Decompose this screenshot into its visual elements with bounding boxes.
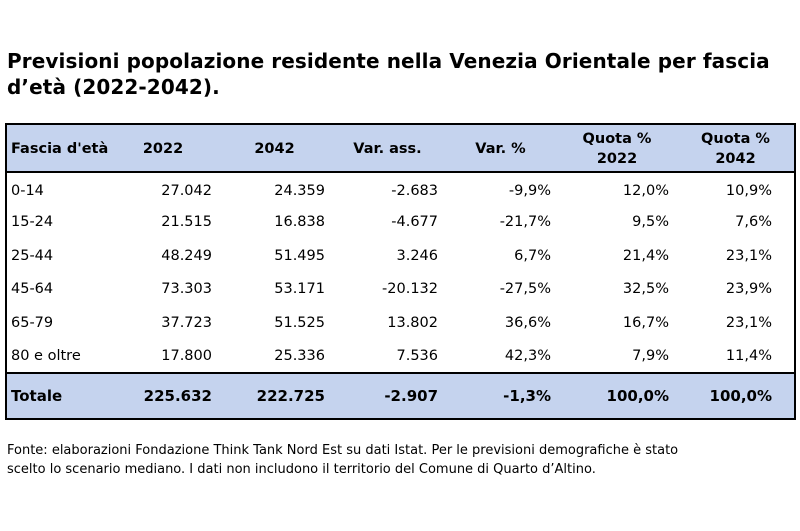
population-forecast-table: Fascia d'età 2022 2042 Var. ass. Var. % … [5,123,796,420]
source-note: Fonte: elaborazioni Fondazione Think Tan… [7,441,797,479]
header-pct-change: Var. % [475,141,526,157]
cell-2042: 51.525 [274,314,325,331]
table-header: Fascia d'età 2022 2042 Var. ass. Var. % … [6,124,795,172]
cell-age-group: 25-44 [11,247,54,264]
total-label: Totale [11,387,63,405]
cell-abs-change: 7.536 [396,347,438,364]
cell-age-group: 15-24 [11,214,54,231]
cell-2042: 53.171 [274,281,325,298]
total-2042: 222.725 [256,387,325,405]
cell-2042: 25.336 [274,347,325,364]
total-abs-change: -2.907 [384,387,438,405]
cell-share-2022: 7,9% [632,347,669,364]
cell-share-2042: 11,4% [725,347,772,364]
cell-abs-change: -20.132 [382,281,438,298]
cell-2042: 51.495 [274,247,325,264]
total-row: Totale 225.632 222.725 -2.907 -1,3% 100,… [6,373,795,419]
cell-age-group: 80 e oltre [11,347,81,364]
cell-share-2042: 7,6% [735,214,772,231]
cell-age-group: 0-14 [11,182,44,199]
cell-share-2042: 23,9% [725,281,772,298]
header-2022: 2022 [142,141,184,157]
total-share-2022: 100,0% [606,387,669,405]
cell-2022: 17.800 [161,347,212,364]
cell-abs-change: 13.802 [387,314,438,331]
cell-share-2022: 12,0% [622,182,669,199]
header-share-2042: Quota % 2042 [701,131,770,167]
header-abs-change: Var. ass. [353,141,422,157]
header-2042: 2042 [254,141,295,157]
cell-2022: 48.249 [161,247,212,264]
cell-share-2042: 10,9% [725,182,772,199]
cell-share-2022: 32,5% [622,281,669,298]
cell-2022: 73.303 [161,281,212,298]
cell-abs-change: 3.246 [396,247,438,264]
cell-2022: 27.042 [161,182,212,199]
cell-pct-change: 6,7% [514,247,551,264]
header-age-group: Fascia d'età [11,141,109,157]
header-row: Fascia d'età 2022 2042 Var. ass. Var. % … [6,124,795,172]
cell-pct-change: -21,7% [499,214,551,231]
cell-share-2022: 16,7% [622,314,669,331]
cell-share-2042: 23,1% [725,314,772,331]
cell-2042: 16.838 [274,214,325,231]
total-share-2042: 100,0% [709,387,772,405]
title-line-1: Previsioni popolazione residente nella V… [7,49,770,73]
total-pct-change: -1,3% [503,387,551,405]
table-footer: Totale 225.632 222.725 -2.907 -1,3% 100,… [6,373,795,419]
cell-2042: 24.359 [274,182,325,199]
header-share-2022: Quota % 2022 [582,131,652,167]
table-body: 0-14 27.042 24.359 -2.683 -9,9% 12,0% 10… [6,172,795,373]
title-line-2: d’età (2022-2042). [7,75,220,99]
cell-2022: 21.515 [161,214,212,231]
total-2022: 225.632 [143,387,212,405]
table-row: 80 e oltre 17.800 25.336 7.536 42,3% 7,9… [6,340,795,374]
cell-2022: 37.723 [161,314,212,331]
cell-share-2022: 9,5% [632,214,669,231]
cell-share-2022: 21,4% [622,247,669,264]
table-row: 65-79 37.723 51.525 13.802 36,6% 16,7% 2… [6,306,795,340]
cell-pct-change: -9,9% [508,182,551,199]
cell-pct-change: 36,6% [504,314,551,331]
cell-abs-change: -2.683 [391,182,438,199]
cell-pct-change: -27,5% [499,281,551,298]
source-line-2: scelto lo scenario mediano. I dati non i… [7,462,596,477]
cell-age-group: 45-64 [11,281,54,298]
table-row: 25-44 48.249 51.495 3.246 6,7% 21,4% 23,… [6,239,795,273]
table-row: 0-14 27.042 24.359 -2.683 -9,9% 12,0% 10… [6,172,795,206]
page-title: Previsioni popolazione residente nella V… [7,48,797,100]
cell-age-group: 65-79 [11,314,54,331]
table-row: 15-24 21.515 16.838 -4.677 -21,7% 9,5% 7… [6,206,795,240]
cell-abs-change: -4.677 [391,214,438,231]
table-row: 45-64 73.303 53.171 -20.132 -27,5% 32,5%… [6,273,795,307]
cell-share-2042: 23,1% [725,247,772,264]
cell-pct-change: 42,3% [504,347,551,364]
source-line-1: Fonte: elaborazioni Fondazione Think Tan… [7,443,679,458]
